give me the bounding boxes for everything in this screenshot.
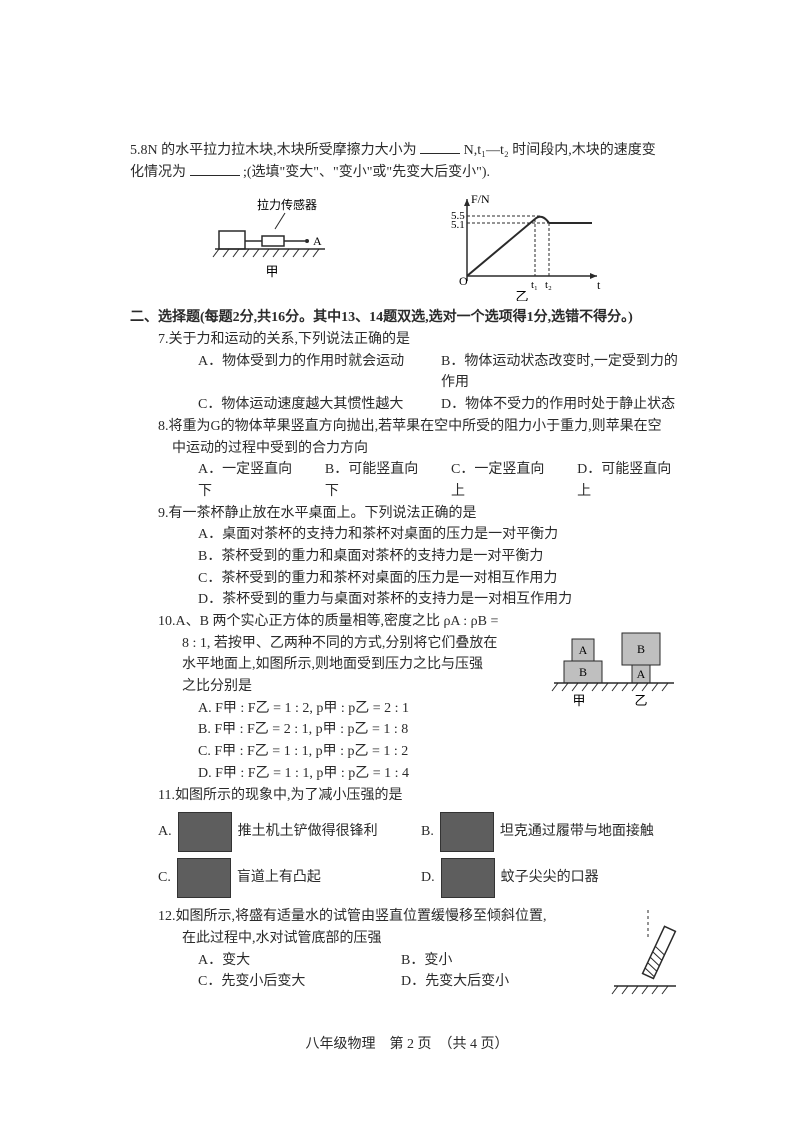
q10-stem3: 水平地面上,如图所示,则地面受到压力之比与压强	[158, 654, 544, 676]
origin: O	[459, 274, 468, 288]
q8-a[interactable]: A．一定竖直向下	[198, 459, 305, 502]
point-a: A	[313, 234, 322, 248]
q10-stem1: 10.A、B 两个实心正方体的质量相等,密度之比 ρA : ρB =	[158, 611, 544, 633]
cap-jia: 甲	[265, 264, 278, 279]
q9-stem: 9.有一茶杯静止放在水平桌面上。下列说法正确的是	[158, 503, 684, 525]
q11-c[interactable]: C. 盲道上有凸起	[158, 858, 421, 898]
q11-d[interactable]: D. 蚊子尖尖的口器	[421, 858, 684, 898]
q8-stem1: 8.将重为G的物体苹果竖直方向抛出,若苹果在空中所受的阻力小于重力,则苹果在空	[158, 416, 684, 438]
q7-b[interactable]: B．物体运动状态改变时,一定受到力的作用	[441, 351, 684, 394]
q10-stem4: 之比分别是	[158, 676, 544, 698]
q5-blank-2[interactable]	[190, 162, 240, 176]
q8-b[interactable]: B．可能竖直向下	[325, 459, 431, 502]
q9-b[interactable]: B．茶杯受到的重力和桌面对茶杯的支持力是一对平衡力	[158, 546, 684, 568]
q9: 9.有一茶杯静止放在水平桌面上。下列说法正确的是 A．桌面对茶杯的支持力和茶杯对…	[130, 503, 684, 611]
fig-jia: 拉力传感器 A 甲	[207, 191, 357, 281]
svg-text:B: B	[579, 665, 587, 679]
q12-stem2: 在此过程中,水对试管底部的压强	[158, 928, 604, 950]
q10-a[interactable]: A. F甲 : F乙 = 1 : 2, p甲 : p乙 = 2 : 1	[158, 698, 544, 720]
x-label: t	[597, 278, 601, 292]
q9-c[interactable]: C．茶杯受到的重力和茶杯对桌面的压力是一对相互作用力	[158, 568, 684, 590]
sensor-label: 拉力传感器	[257, 197, 317, 212]
q7: 7.关于力和运动的关系,下列说法正确的是 A．物体受到力的作用时就会运动 B．物…	[130, 329, 684, 416]
q5-text-2b: ;(选填"变大"、"变小"或"先变大后变小").	[243, 165, 490, 180]
q7-a[interactable]: A．物体受到力的作用时就会运动	[198, 351, 441, 394]
q5-text-1a: 5.8N 的水平拉力拉木块,木块所受摩擦力大小为	[130, 143, 417, 158]
ytick-2: 5.1	[451, 219, 465, 231]
q12-b[interactable]: B．变小	[401, 950, 604, 972]
q12-stem1: 12.如图所示,将盛有适量水的试管由竖直位置缓慢移至倾斜位置,	[158, 906, 604, 928]
cap-yi: 乙	[515, 289, 528, 301]
fig-yi: F/N t O 5.5 5.1 t₁ t₂ 乙	[437, 191, 607, 301]
q9-a[interactable]: A．桌面对茶杯的支持力和茶杯对桌面的压力是一对平衡力	[158, 524, 684, 546]
q5-text-1b: N,t₁—t₂ 时间段内,木块的速度变	[464, 143, 656, 158]
q12-figure	[604, 906, 684, 1004]
q10-b[interactable]: B. F甲 : F乙 = 2 : 1, p甲 : p乙 = 1 : 8	[158, 719, 544, 741]
q10-c[interactable]: C. F甲 : F乙 = 1 : 1, p甲 : p乙 = 1 : 2	[158, 741, 544, 763]
section2-title: 二、选择题(每题2分,共16分。其中13、14题双选,选对一个选项得1分,选错不…	[130, 307, 684, 329]
q9-d[interactable]: D．茶杯受到的重力与桌面对茶杯的支持力是一对相互作用力	[158, 589, 684, 611]
q10: 10.A、B 两个实心正方体的质量相等,密度之比 ρA : ρB = 8 : 1…	[130, 611, 684, 785]
q7-c[interactable]: C．物体运动速度越大其惯性越大	[198, 394, 441, 416]
q10-figure: B A A B 甲 乙	[544, 611, 684, 785]
bulldozer-icon	[178, 812, 232, 852]
q10-stem2: 8 : 1, 若按甲、乙两种不同的方式,分别将它们叠放在	[158, 633, 544, 655]
y-label: F/N	[471, 192, 490, 206]
svg-text:B: B	[637, 642, 645, 656]
q12-a[interactable]: A．变大	[198, 950, 401, 972]
tank-icon	[440, 812, 494, 852]
q8-d[interactable]: D．可能竖直向上	[577, 459, 684, 502]
q12-d[interactable]: D．先变大后变小	[401, 971, 604, 993]
svg-text:A: A	[579, 643, 588, 657]
tactile-paving-icon	[177, 858, 231, 898]
svg-text:A: A	[637, 667, 646, 681]
q8-stem2: 中运动的过程中受到的合力方向	[158, 438, 684, 460]
q11-a[interactable]: A. 推土机土铲做得很锋利	[158, 812, 421, 852]
xtick-1: t₁	[531, 279, 538, 291]
q5: 5.8N 的水平拉力拉木块,木块所受摩擦力大小为 N,t₁—t₂ 时间段内,木块…	[130, 140, 684, 183]
q11-b[interactable]: B. 坦克通过履带与地面接触	[421, 812, 684, 852]
svg-text:乙: 乙	[634, 693, 647, 708]
svg-text:甲: 甲	[572, 693, 585, 708]
mosquito-icon	[441, 858, 495, 898]
q7-d[interactable]: D．物体不受力的作用时处于静止状态	[441, 394, 684, 416]
xtick-2: t₂	[545, 279, 552, 291]
q11: 11.如图所示的现象中,为了减小压强的是 A. 推土机土铲做得很锋利 B. 坦克…	[130, 785, 684, 899]
q5-blank-1[interactable]	[420, 140, 460, 154]
q5-figures: 拉力传感器 A 甲	[130, 191, 684, 301]
q11-stem: 11.如图所示的现象中,为了减小压强的是	[158, 785, 684, 807]
q10-d[interactable]: D. F甲 : F乙 = 1 : 1, p甲 : p乙 = 1 : 4	[158, 763, 544, 785]
q7-stem: 7.关于力和运动的关系,下列说法正确的是	[158, 329, 684, 351]
q8-c[interactable]: C．一定竖直向上	[451, 459, 557, 502]
q5-text-2a: 化情况为	[130, 165, 186, 180]
page-footer: 八年级物理 第 2 页 （共 4 页）	[130, 1034, 684, 1056]
q12: 12.如图所示,将盛有适量水的试管由竖直位置缓慢移至倾斜位置, 在此过程中,水对…	[130, 906, 684, 1004]
q8: 8.将重为G的物体苹果竖直方向抛出,若苹果在空中所受的阻力小于重力,则苹果在空 …	[130, 416, 684, 503]
q12-c[interactable]: C．先变小后变大	[198, 971, 401, 993]
